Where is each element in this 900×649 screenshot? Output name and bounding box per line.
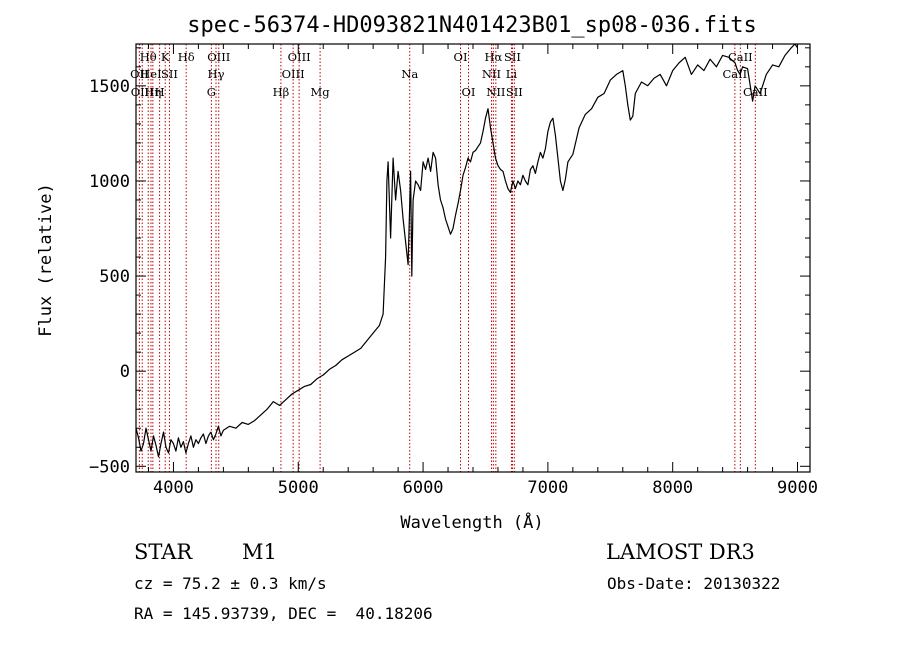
survey-name: LAMOST DR3 [606, 540, 755, 564]
line-label: G [207, 85, 216, 99]
y-tick-label: 1500 [89, 77, 130, 97]
line-label: K [161, 50, 170, 64]
line-label: Na [401, 67, 418, 81]
line-label: H [155, 85, 165, 99]
object-class: STAR [134, 540, 193, 564]
line-label: Li [506, 67, 518, 81]
line-label: Mg [311, 85, 331, 99]
x-tick-label: 5000 [278, 478, 319, 498]
line-label: CaII [728, 50, 753, 64]
y-tick-label: −500 [89, 457, 130, 477]
y-tick-label: 0 [120, 362, 130, 382]
line-label: OII [130, 67, 149, 81]
y-tick-label: 500 [99, 267, 130, 287]
line-label: Hβ [273, 85, 290, 99]
object-subclass: M1 [242, 540, 277, 564]
y-tick-label: 1000 [89, 172, 130, 192]
line-label: Hθ [140, 50, 157, 64]
line-label: SII [506, 85, 523, 99]
line-label: NII [486, 85, 505, 99]
x-axis-label: Wavelength (Å) [400, 511, 543, 533]
x-axis: 4000 5000 6000 7000 8000 9000 [147, 44, 818, 498]
line-label: Hγ [208, 67, 225, 81]
x-tick-label: 9000 [777, 478, 818, 498]
line-label: OIII [288, 50, 311, 64]
line-label: HeI [140, 67, 161, 81]
line-label: OI [454, 50, 468, 64]
coordinates: RA = 145.93739, DEC = 40.18206 [134, 604, 433, 623]
x-tick-label: 8000 [652, 478, 693, 498]
line-label: SII [161, 67, 178, 81]
spectrum-line [135, 43, 799, 458]
line-label: Hη [144, 85, 161, 99]
redshift-info: cz = 75.2 ± 0.3 km/s [134, 574, 327, 593]
emission-line-labels: OIIOIIIHθHeIHηHKSIIHδGHγOIIIHβOIIIOIIIMg… [130, 50, 768, 99]
line-label: SII [504, 50, 521, 64]
line-label: OIII [207, 50, 230, 64]
line-label: CaII [722, 67, 747, 81]
obs-date: Obs-Date: 20130322 [607, 574, 781, 593]
x-tick-label: 6000 [403, 478, 444, 498]
emission-line-markers [138, 44, 756, 472]
line-label: Hδ [178, 50, 195, 64]
y-axis-label: Flux (relative) [36, 183, 56, 337]
line-label: OIII [282, 67, 305, 81]
line-label: NII [482, 67, 501, 81]
line-label: OI [462, 85, 476, 99]
x-tick-label: 7000 [527, 478, 568, 498]
x-tick-label: 4000 [153, 478, 194, 498]
line-label: Hα [484, 50, 502, 64]
y-axis: −500 0 500 1000 1500 [89, 47, 810, 477]
chart-title: spec-56374-HD093821N401423B01_sp08-036.f… [187, 13, 757, 38]
plot-frame [135, 43, 811, 473]
